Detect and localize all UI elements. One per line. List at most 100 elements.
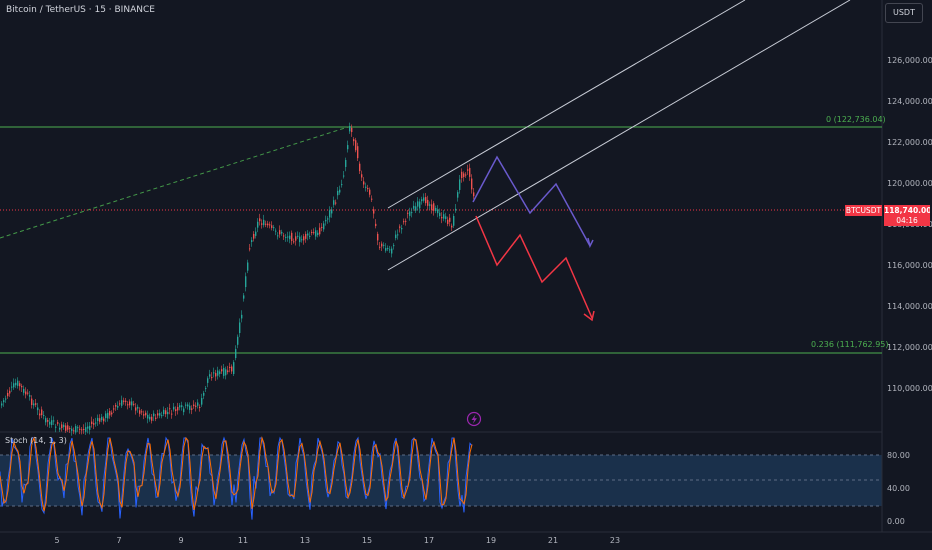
candle-body: [243, 295, 245, 299]
candle-body: [301, 239, 303, 241]
candle-body: [185, 404, 187, 406]
candle-body: [283, 235, 285, 237]
candle-body: [333, 200, 335, 205]
candle-body: [317, 232, 319, 235]
candle-body: [119, 403, 121, 405]
candle-body: [175, 409, 177, 412]
candle-body: [259, 218, 261, 222]
stoch-axis[interactable]: 80.00 40.00 0.00: [887, 451, 910, 526]
candle-body: [291, 232, 293, 241]
candle-body: [145, 412, 147, 416]
candle-body: [469, 167, 471, 177]
fib-trend-line[interactable]: [0, 126, 349, 239]
bearish-arrow-head: [583, 310, 595, 322]
candle-body: [361, 174, 363, 178]
candle-body: [249, 248, 251, 250]
candle-body: [277, 235, 279, 237]
candle-body: [397, 234, 399, 236]
candle-body: [279, 230, 281, 235]
candle-body: [457, 192, 459, 198]
candle-body: [61, 424, 63, 429]
candle-body: [13, 383, 15, 388]
candle-body: [287, 236, 289, 238]
channel-upper-line[interactable]: [387, 0, 746, 209]
candle-body: [181, 405, 183, 408]
candle-body: [289, 235, 291, 240]
candle-body: [73, 430, 75, 432]
candle-body: [467, 169, 469, 171]
candle-body: [231, 366, 233, 372]
candle-body: [233, 362, 235, 374]
candle-body: [339, 189, 341, 193]
candle-body: [365, 186, 367, 188]
candle-body: [149, 416, 151, 420]
candle-body: [55, 426, 57, 428]
candle-body: [401, 227, 403, 230]
candle-body: [413, 205, 415, 209]
channel-lower-line[interactable]: [387, 0, 851, 271]
symbol-title[interactable]: Bitcoin / TetherUS · 15 · BINANCE: [6, 5, 155, 15]
candle-body: [447, 219, 449, 224]
candle-body: [427, 199, 429, 206]
time-axis-label: 11: [238, 536, 248, 545]
candle-body: [93, 423, 95, 425]
candle-body: [151, 416, 153, 421]
candle-body: [173, 406, 175, 410]
stoch-axis-label: 40.00: [887, 484, 910, 493]
time-axis-label: 23: [610, 536, 620, 545]
candle-body: [75, 426, 77, 433]
candle-body: [1, 403, 3, 406]
candle-body: [9, 390, 11, 394]
candle-body: [353, 139, 355, 142]
candle-body: [229, 366, 231, 368]
price-axis-label: 126,000.00: [887, 56, 932, 65]
candle-body: [91, 421, 93, 425]
candle-body: [137, 406, 139, 409]
candle-body: [21, 385, 23, 388]
currency-button[interactable]: USDT: [885, 3, 923, 23]
candle-body: [113, 408, 115, 410]
candle-body: [309, 235, 311, 237]
time-axis-label: 17: [424, 536, 434, 545]
candle-body: [275, 230, 277, 232]
candle-body: [445, 216, 447, 219]
bullish-projection-path[interactable]: [472, 155, 591, 247]
candle-body: [17, 380, 19, 386]
candle-body: [455, 208, 457, 211]
candle-body: [257, 221, 259, 228]
candle-body: [127, 404, 129, 406]
candle-body: [27, 392, 29, 394]
candle-body: [201, 398, 203, 405]
candle-body: [191, 408, 193, 410]
stoch-axis-label: 0.00: [887, 517, 905, 526]
candle-body: [273, 227, 275, 229]
candle-body: [331, 209, 333, 214]
candle-body: [65, 425, 67, 431]
candle-body: [51, 420, 53, 426]
candle-body: [263, 219, 265, 226]
stoch-indicator-label[interactable]: Stoch (14, 1, 3): [5, 436, 67, 445]
candle-body: [383, 244, 385, 246]
candle-body: [95, 422, 97, 424]
candle-body: [367, 187, 369, 190]
price-axis-label: 124,000.00: [887, 97, 932, 106]
candle-body: [245, 276, 247, 288]
candle-body: [369, 189, 371, 195]
candle-body: [97, 417, 99, 421]
bearish-projection-path[interactable]: [475, 215, 593, 319]
candle-body: [87, 426, 89, 429]
time-axis[interactable]: 5 7 9 11 13 15 17 19 21 23: [54, 536, 620, 545]
candle-body: [303, 236, 305, 241]
candle-body: [177, 406, 179, 411]
main-pane[interactable]: [0, 0, 882, 432]
candle-body: [271, 225, 273, 228]
candle-body: [203, 392, 205, 396]
candle-body: [43, 415, 45, 417]
candle-body: [341, 184, 343, 186]
candle-body: [5, 398, 7, 400]
candle-body: [237, 336, 239, 345]
lightning-icon[interactable]: [466, 411, 482, 427]
candle-body: [373, 209, 375, 214]
candle-body: [159, 413, 161, 416]
